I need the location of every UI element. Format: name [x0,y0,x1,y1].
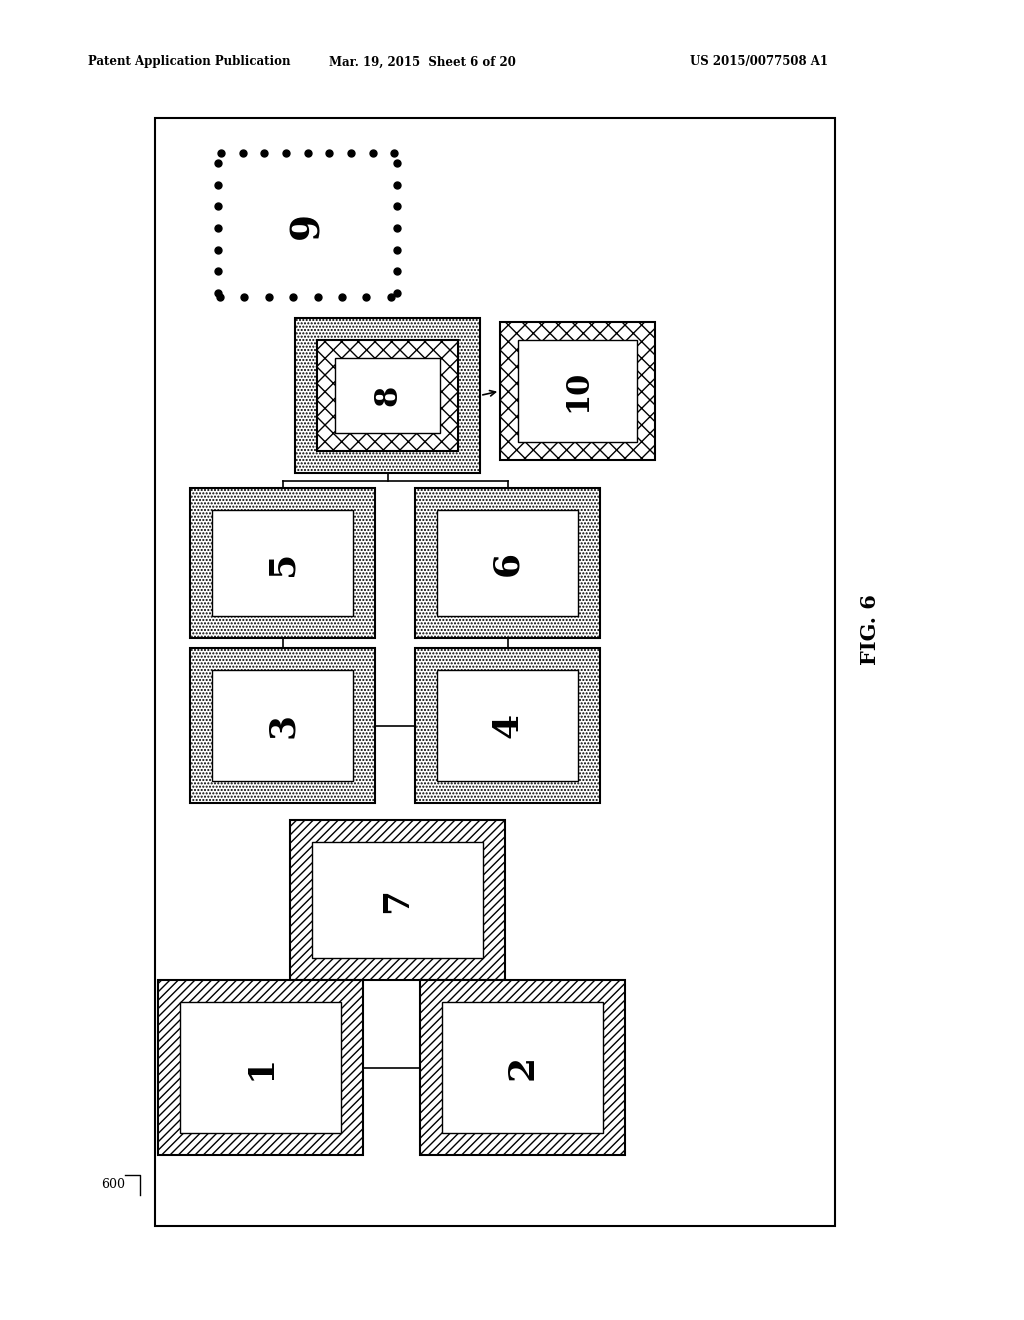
Bar [437,671,578,781]
Bar [518,341,637,442]
Text: 7: 7 [381,887,415,912]
Text: Patent Application Publication: Patent Application Publication [88,55,291,69]
Bar [212,510,353,616]
Bar [312,842,483,958]
Bar [500,322,655,459]
Text: 2: 2 [506,1055,540,1080]
Text: 6: 6 [490,550,524,576]
Text: 8: 8 [372,385,403,407]
Bar [437,510,578,616]
Text: 3: 3 [265,713,299,738]
Bar [420,979,625,1155]
Bar [295,318,480,473]
Text: 5: 5 [265,550,299,576]
Text: 1: 1 [244,1055,278,1080]
Text: FIG. 6: FIG. 6 [860,594,880,665]
Bar [190,488,375,638]
Bar [415,488,600,638]
Text: 10: 10 [562,370,593,412]
Bar [442,1002,603,1133]
Text: 600: 600 [101,1179,125,1192]
Bar [415,648,600,803]
Bar [155,117,835,1226]
Bar [210,145,406,305]
Bar [290,820,505,979]
Bar [190,648,375,803]
Text: 9: 9 [289,211,327,239]
Bar [317,341,458,451]
Bar [212,671,353,781]
Bar [180,1002,341,1133]
Text: US 2015/0077508 A1: US 2015/0077508 A1 [690,55,828,69]
Bar [335,358,440,433]
Bar [158,979,362,1155]
Text: Mar. 19, 2015  Sheet 6 of 20: Mar. 19, 2015 Sheet 6 of 20 [329,55,515,69]
Text: 4: 4 [490,713,524,738]
